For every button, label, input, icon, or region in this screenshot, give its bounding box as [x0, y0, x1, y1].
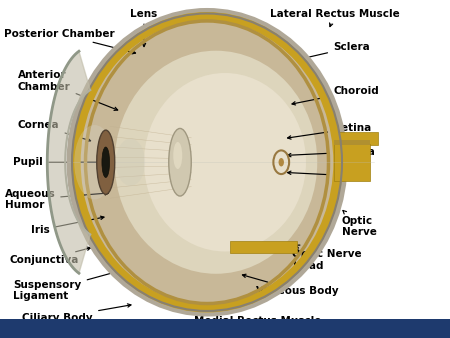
Text: Posterior Chamber: Posterior Chamber: [4, 29, 135, 54]
Text: Conjunctiva: Conjunctiva: [9, 247, 90, 265]
Ellipse shape: [74, 125, 115, 199]
Ellipse shape: [169, 128, 191, 196]
Text: Medial Rectus Muscle: Medial Rectus Muscle: [194, 308, 321, 326]
Text: Sclera: Sclera: [297, 42, 370, 61]
Ellipse shape: [102, 147, 110, 177]
Text: Choroid: Choroid: [292, 86, 379, 105]
Ellipse shape: [279, 158, 284, 166]
Ellipse shape: [115, 51, 317, 274]
Text: Macula: Macula: [288, 147, 375, 157]
Ellipse shape: [72, 14, 342, 311]
Text: Anterior
Chamber: Anterior Chamber: [18, 70, 118, 111]
Ellipse shape: [97, 130, 115, 194]
Text: Aqueous
Humor: Aqueous Humor: [4, 189, 108, 210]
Text: Lens: Lens: [130, 8, 158, 47]
Text: Optic Nerve
Head: Optic Nerve Head: [292, 245, 362, 271]
Text: Optic
Nerve: Optic Nerve: [342, 211, 377, 237]
Ellipse shape: [144, 73, 306, 251]
Bar: [334, 140, 370, 145]
Text: Iris: Iris: [32, 216, 104, 235]
Text: Pupil: Pupil: [14, 157, 108, 167]
Text: Lateral Rectus Muscle: Lateral Rectus Muscle: [270, 8, 400, 27]
Ellipse shape: [173, 142, 182, 169]
Bar: [0, 319, 450, 338]
Bar: [333, 132, 378, 145]
Ellipse shape: [116, 139, 145, 186]
Text: Fovea: Fovea: [288, 171, 368, 181]
Text: Ciliary Body: Ciliary Body: [22, 304, 131, 323]
Polygon shape: [47, 51, 90, 273]
Text: Cornea: Cornea: [18, 120, 90, 141]
Text: Suspensory
Ligament: Suspensory Ligament: [14, 271, 117, 301]
Text: Vitreous Body: Vitreous Body: [243, 274, 339, 296]
Bar: [230, 241, 297, 253]
Bar: [334, 144, 370, 181]
Text: Retina: Retina: [288, 123, 371, 139]
